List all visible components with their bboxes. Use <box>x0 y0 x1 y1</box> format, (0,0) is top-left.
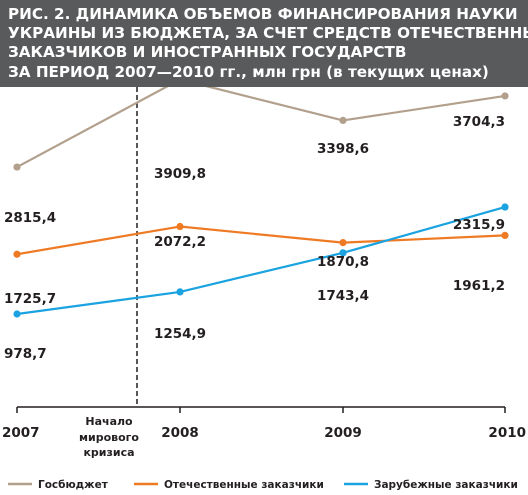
data-point <box>501 203 509 211</box>
data-label: 1254,9 <box>154 326 206 342</box>
series-line-0 <box>16 87 506 169</box>
x-tick-label: 2008 <box>161 425 199 441</box>
chart-title-line-1: РИС. 2. ДИНАМИКА ОБЪЕМОВ ФИНАНСИРОВАНИЯ … <box>8 5 518 23</box>
data-label: 1870,8 <box>317 254 369 270</box>
legend-label: Госбюджет <box>38 479 109 491</box>
data-label: 1743,4 <box>317 288 369 304</box>
data-point <box>339 116 347 125</box>
data-point <box>176 222 184 231</box>
crisis-annotation-line: мирового <box>79 431 139 444</box>
data-point <box>13 310 21 318</box>
data-label: 3398,6 <box>317 141 369 157</box>
data-label: 2815,4 <box>4 210 56 226</box>
chart-title-block: РИС. 2. ДИНАМИКА ОБЪЕМОВ ФИНАНСИРОВАНИЯ … <box>0 0 528 87</box>
data-label: 2315,9 <box>453 217 505 233</box>
crisis-annotation-line: Начало <box>85 415 133 428</box>
data-label: 978,7 <box>4 346 47 362</box>
chart-title-line-2: УКРАИНЫ ИЗ БЮДЖЕТА, ЗА СЧЕТ СРЕДСТВ ОТЕЧ… <box>8 24 528 43</box>
data-label: 3704,3 <box>453 114 505 130</box>
data-point <box>13 163 21 171</box>
data-point <box>13 250 21 258</box>
legend-label: Отечественные заказчики <box>164 479 324 491</box>
line-chart: 2007 2008 2009 2010 Начало мирового кризиса 28… <box>2 87 526 491</box>
legend-label: Зарубежные заказчики <box>374 479 518 491</box>
data-label: 3909,8 <box>154 166 206 182</box>
series-line-1 <box>16 225 506 256</box>
data-point <box>339 249 347 257</box>
chart-title-line-4: ЗА ПЕРИОД 2007—2010 гг., млн грн (в теку… <box>8 62 489 81</box>
series-line-2 <box>16 205 506 316</box>
data-point <box>501 231 509 240</box>
data-point <box>339 239 347 247</box>
data-label: 2072,2 <box>154 234 206 250</box>
x-tick-label: 2010 <box>488 425 526 441</box>
data-point <box>501 92 509 100</box>
chart-title-line-3: ЗАКАЗЧИКОВ И ИНОСТРАННЫХ ГОСУДАРСТВ <box>8 43 407 62</box>
crisis-annotation-line: кризиса <box>83 446 134 459</box>
data-point <box>176 288 184 296</box>
data-label: 1725,7 <box>4 291 56 307</box>
x-tick-label: 2007 <box>2 425 40 441</box>
data-label: 1961,2 <box>453 278 505 294</box>
x-tick-label: 2009 <box>324 425 362 441</box>
